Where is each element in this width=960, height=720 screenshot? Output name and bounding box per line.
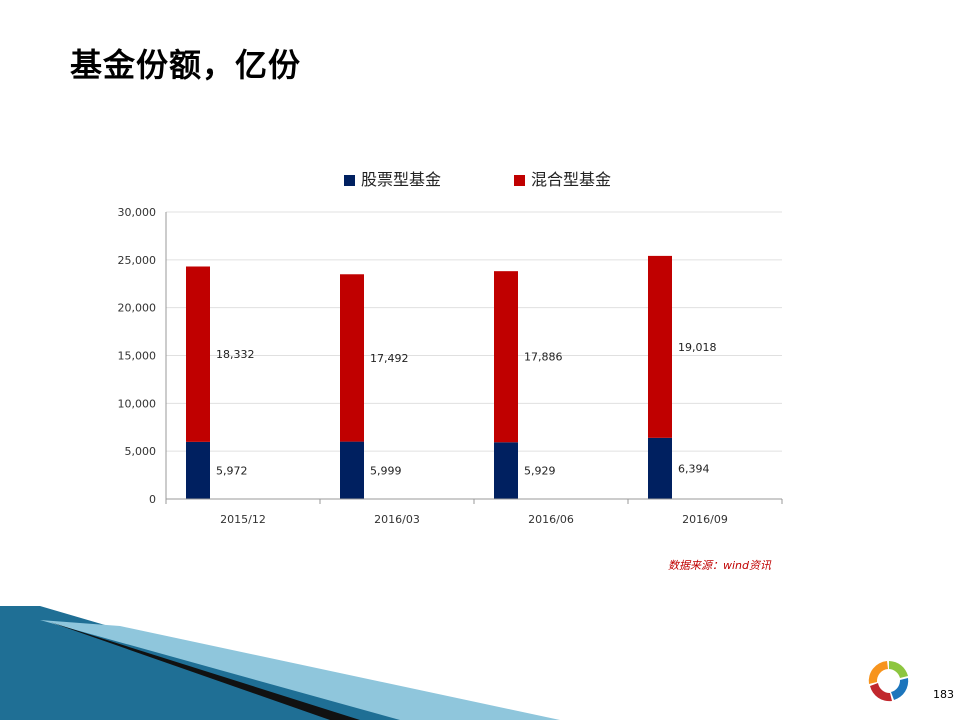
- bar-segment: [340, 441, 364, 499]
- decor-black-stripe: [50, 622, 360, 720]
- y-tick-label: 30,000: [118, 206, 157, 219]
- data-label: 17,492: [370, 352, 409, 365]
- y-tick-label: 20,000: [118, 302, 157, 315]
- bar-segment: [186, 266, 210, 442]
- bar-segment: [186, 441, 210, 499]
- data-labels: 5,972 18,332 5,999 17,492 5,929 17,886 6,394 19…: [216, 341, 717, 478]
- y-tick-label: 0: [149, 493, 156, 506]
- decor-band-light: [40, 620, 560, 720]
- y-tick-label: 10,000: [118, 397, 157, 410]
- bars: [186, 255, 672, 499]
- legend-label: 混合型基金: [531, 170, 611, 189]
- data-label: 19,018: [678, 341, 717, 354]
- x-tick-label: 2015/12: [220, 513, 266, 526]
- axes: 0 5,000 10,000 15,000 20,000 25,000 30,000 2015…: [118, 206, 783, 526]
- data-source-note: 数据来源：wind资讯: [668, 559, 772, 572]
- bar-segment: [340, 274, 364, 442]
- grid-lines: [166, 211, 782, 452]
- y-tick-label: 25,000: [118, 254, 157, 267]
- x-tick-label: 2016/09: [682, 513, 728, 526]
- page-title: 基金份额，亿份: [70, 46, 302, 84]
- legend: 股票型基金 混合型基金: [344, 170, 611, 189]
- page-number: 183: [933, 688, 954, 701]
- legend-swatch: [344, 175, 355, 186]
- y-tick-label: 15,000: [118, 350, 157, 363]
- bar-segment: [494, 271, 518, 443]
- data-label: 18,332: [216, 348, 255, 361]
- legend-swatch: [514, 175, 525, 186]
- bar-segment: [494, 442, 518, 499]
- data-label: 17,886: [524, 351, 563, 364]
- bar-segment: [648, 255, 672, 438]
- x-tick-label: 2016/06: [528, 513, 574, 526]
- legend-label: 股票型基金: [361, 170, 441, 189]
- y-tick-label: 5,000: [125, 445, 157, 458]
- data-label: 6,394: [678, 462, 710, 475]
- x-tick-label: 2016/03: [374, 513, 420, 526]
- data-label: 5,999: [370, 464, 402, 477]
- data-label: 5,929: [524, 465, 556, 478]
- company-logo-icon: [868, 661, 909, 702]
- data-label: 5,972: [216, 464, 248, 477]
- bar-segment: [648, 437, 672, 499]
